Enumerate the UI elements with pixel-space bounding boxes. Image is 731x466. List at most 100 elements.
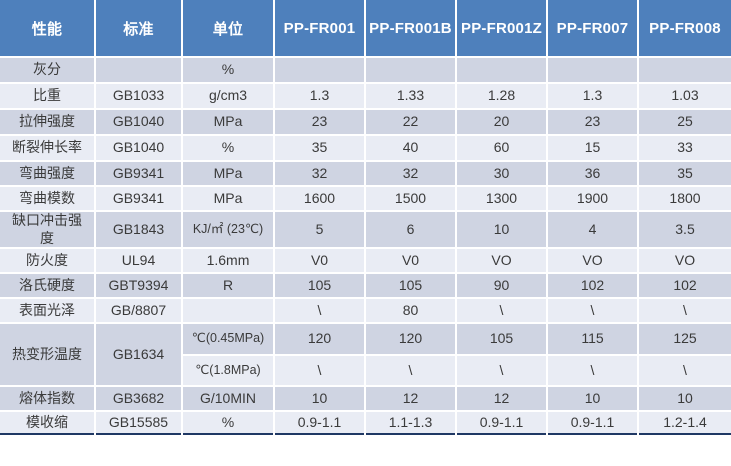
table-row: 熔体指数 GB3682 G/10MIN 10 12 12 10 10 (0, 385, 731, 412)
standard-cell: GB1040 (94, 108, 183, 136)
value-cell: \ (455, 354, 548, 387)
value-cell: \ (273, 297, 366, 324)
value-cell: 60 (455, 134, 548, 162)
standard-cell: GB1634 (94, 322, 183, 387)
value-cell: 90 (455, 272, 548, 299)
unit-cell: ℃(1.8MPa) (182, 354, 275, 387)
header-cell-standard: 标准 (94, 0, 183, 58)
header-cell-pp-fr001z: PP-FR001Z (455, 0, 548, 58)
table-row: ℃(1.8MPa) \ \ \ \ \ (0, 354, 731, 387)
value-cell: 1300 (455, 185, 548, 212)
unit-cell: % (181, 56, 275, 84)
value-cell (455, 56, 548, 84)
value-cell: 5 (273, 210, 366, 249)
value-cell: 115 (546, 322, 639, 356)
value-cell: 1600 (273, 185, 366, 212)
table-row: 模收缩 GB15585% 0.9-1.1 1.1-1.3 0.9-1.1 0.9-1.1 1… (0, 410, 731, 434)
property-cell: 灰分 (0, 56, 96, 84)
unit-cell: ℃(0.45MPa) (181, 322, 275, 356)
property-cell: 比重 (0, 82, 96, 110)
property-cell: 拉伸强度 (0, 108, 96, 136)
material-spec-table: 性能 标准 单位 PP-FR001 PP-FR001B PP-FR001Z PP… (0, 0, 731, 435)
value-cell: 40 (364, 134, 457, 162)
value-cell: 1.1-1.3 (364, 410, 457, 434)
value-cell: 20 (455, 108, 548, 136)
value-cell: 3.5 (637, 210, 731, 249)
value-cell: 15 (546, 134, 639, 162)
property-cell: 弯曲强度 (0, 160, 96, 187)
value-cell: 105 (273, 272, 366, 299)
value-cell: \ (273, 354, 366, 387)
value-cell: 10 (546, 385, 639, 412)
table-row: 弯曲强度 GB9341 MPa 32 32 30 36 35 (0, 160, 731, 187)
table-row: 断裂伸长率 GB1040% 35 40 60 15 33 (0, 134, 731, 162)
table-row: 防火度 UL94 1.6mm V0 V0 VO VO VO (0, 247, 731, 274)
unit-cell: MPa (181, 108, 275, 136)
table-row: 拉伸强度 GB1040 MPa 23 22 20 23 25 (0, 108, 731, 136)
value-cell: 32 (273, 160, 366, 187)
value-cell: \ (546, 297, 639, 324)
value-cell: 22 (364, 108, 457, 136)
standard-cell: GBT9394 (94, 272, 183, 299)
value-cell (273, 56, 366, 84)
standard-cell (94, 56, 183, 84)
value-cell: V0 (273, 247, 366, 274)
standard-cell: GB1843 (94, 210, 183, 249)
unit-cell: G/10MIN (181, 385, 275, 412)
unit-cell: % (181, 134, 275, 162)
property-cell: 模收缩 (0, 410, 96, 434)
value-cell: 10 (455, 210, 548, 249)
header-cell-pp-fr001b: PP-FR001B (364, 0, 457, 58)
value-cell: 10 (273, 385, 366, 412)
value-cell: 6 (364, 210, 457, 249)
table-row: 比重 GB1033 g/cm3 1.3 1.33 1.28 1.3 1.03 (0, 82, 731, 110)
value-cell: 1800 (637, 185, 731, 212)
standard-cell: GB1033 (94, 82, 183, 110)
value-cell: 1.03 (637, 82, 731, 110)
value-cell: \ (637, 354, 731, 387)
value-cell (637, 56, 731, 84)
value-cell: 1500 (364, 185, 457, 212)
header-cell-pp-fr008: PP-FR008 (637, 0, 731, 58)
header-cell-pp-fr001: PP-FR001 (273, 0, 366, 58)
value-cell: 25 (637, 108, 731, 136)
value-cell: 125 (637, 322, 731, 356)
header-row: 性能 标准 单位 PP-FR001 PP-FR001B PP-FR001Z PP… (0, 0, 731, 58)
property-cell: 防火度 (0, 247, 96, 274)
value-cell: 1900 (546, 185, 639, 212)
value-cell: 23 (273, 108, 366, 136)
value-cell: 1.3 (546, 82, 639, 110)
value-cell: 1.3 (273, 82, 366, 110)
table-header: 性能 标准 单位 PP-FR001 PP-FR001B PP-FR001Z PP… (0, 0, 731, 58)
value-cell: 12 (364, 385, 457, 412)
standard-cell: GB3682 (94, 385, 183, 412)
header-cell-unit: 单位 (181, 0, 275, 58)
value-cell: VO (455, 247, 548, 274)
unit-cell: g/cm3 (181, 82, 275, 110)
value-cell: 1.2-1.4 (637, 410, 731, 434)
table-row: 灰分% (0, 56, 731, 84)
standard-cell: GB1040 (94, 134, 183, 162)
value-cell: 4 (546, 210, 639, 249)
value-cell: 102 (637, 272, 731, 299)
table-row: 洛氏硬度 GBT9394 R 105 105 90 102 102 (0, 272, 731, 299)
value-cell: 35 (637, 160, 731, 187)
unit-cell: MPa (181, 185, 275, 212)
value-cell: 36 (546, 160, 639, 187)
standard-cell: GB/8807 (94, 297, 183, 324)
header-cell-pp-fr007: PP-FR007 (546, 0, 639, 58)
value-cell: VO (637, 247, 731, 274)
table-row: 表面光泽 GB/8807 \ 80 \ \ \ (0, 297, 731, 324)
value-cell: 105 (364, 272, 457, 299)
value-cell: 10 (637, 385, 731, 412)
value-cell: 120 (364, 322, 457, 356)
standard-cell: GB9341 (94, 160, 183, 187)
value-cell: \ (455, 297, 548, 324)
value-cell: 102 (546, 272, 639, 299)
standard-cell: UL94 (94, 247, 183, 274)
unit-cell: KJ/㎡ (23℃) (181, 210, 275, 249)
value-cell: V0 (364, 247, 457, 274)
value-cell: \ (364, 354, 457, 387)
value-cell: \ (546, 354, 639, 387)
unit-cell: % (181, 410, 275, 434)
